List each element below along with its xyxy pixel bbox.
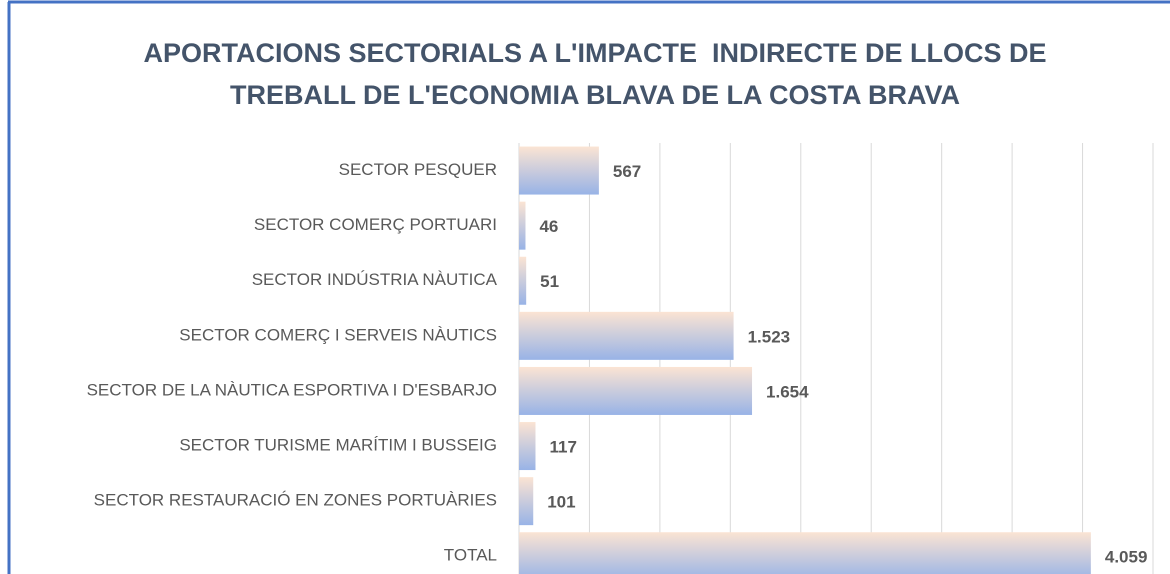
value-label: 1.654: [766, 382, 809, 401]
bar: [519, 256, 527, 305]
bar: [519, 477, 534, 526]
chart-title: APORTACIONS SECTORIALS A L'IMPACTE INDIR…: [144, 38, 1047, 68]
bar: [519, 422, 536, 471]
value-label: 51: [540, 272, 559, 291]
value-label: 117: [549, 438, 576, 457]
y-tick-label: SECTOR INDÚSTRIA NÀUTICA: [252, 270, 498, 289]
value-label: 4.059: [1105, 548, 1148, 567]
bar: [519, 532, 1091, 574]
chart-title: TREBALL DE L'ECONOMIA BLAVA DE LA COSTA …: [230, 80, 960, 110]
y-tick-label: TOTAL: [444, 546, 497, 565]
y-tick-label: SECTOR PESQUER: [339, 160, 497, 179]
y-tick-label: SECTOR TURISME MARÍTIM I BUSSEIG: [179, 436, 497, 455]
bar: [519, 366, 753, 415]
value-label: 101: [547, 493, 575, 512]
y-tick-label: SECTOR COMERÇ PORTUARI: [254, 215, 497, 234]
y-tick-label: SECTOR DE LA NÀUTICA ESPORTIVA I D'ESBAR…: [87, 380, 497, 399]
y-tick-label: SECTOR RESTAURACIÓ EN ZONES PORTUÀRIES: [94, 491, 497, 510]
bar: [519, 311, 734, 360]
y-tick-label: SECTOR COMERÇ I SERVEIS NÀUTICS: [179, 325, 497, 344]
bar: [519, 146, 599, 195]
value-label: 46: [539, 217, 558, 236]
value-label: 567: [613, 162, 641, 181]
value-label: 1.523: [748, 327, 791, 346]
bar: [519, 201, 526, 250]
